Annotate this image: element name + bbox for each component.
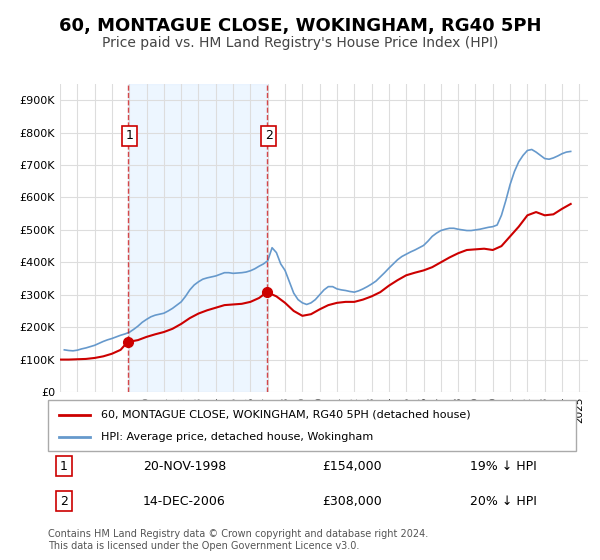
Text: 2: 2: [60, 494, 68, 508]
Bar: [128, 84, 267, 392]
Text: 20% ↓ HPI: 20% ↓ HPI: [470, 494, 537, 508]
Text: 1: 1: [60, 460, 68, 473]
Text: £154,000: £154,000: [323, 460, 382, 473]
Text: Price paid vs. HM Land Registry's House Price Index (HPI): Price paid vs. HM Land Registry's House …: [102, 36, 498, 50]
Text: 20-NOV-1998: 20-NOV-1998: [143, 460, 226, 473]
Text: 60, MONTAGUE CLOSE, WOKINGHAM, RG40 5PH (detached house): 60, MONTAGUE CLOSE, WOKINGHAM, RG40 5PH …: [101, 409, 470, 419]
Text: 60, MONTAGUE CLOSE, WOKINGHAM, RG40 5PH: 60, MONTAGUE CLOSE, WOKINGHAM, RG40 5PH: [59, 17, 541, 35]
Text: HPI: Average price, detached house, Wokingham: HPI: Average price, detached house, Woki…: [101, 432, 373, 442]
Text: £308,000: £308,000: [323, 494, 382, 508]
Text: Contains HM Land Registry data © Crown copyright and database right 2024.
This d: Contains HM Land Registry data © Crown c…: [48, 529, 428, 551]
Text: 2: 2: [265, 129, 272, 142]
Text: 19% ↓ HPI: 19% ↓ HPI: [470, 460, 537, 473]
FancyBboxPatch shape: [48, 400, 576, 451]
Text: 14-DEC-2006: 14-DEC-2006: [143, 494, 226, 508]
Text: 1: 1: [125, 129, 133, 142]
